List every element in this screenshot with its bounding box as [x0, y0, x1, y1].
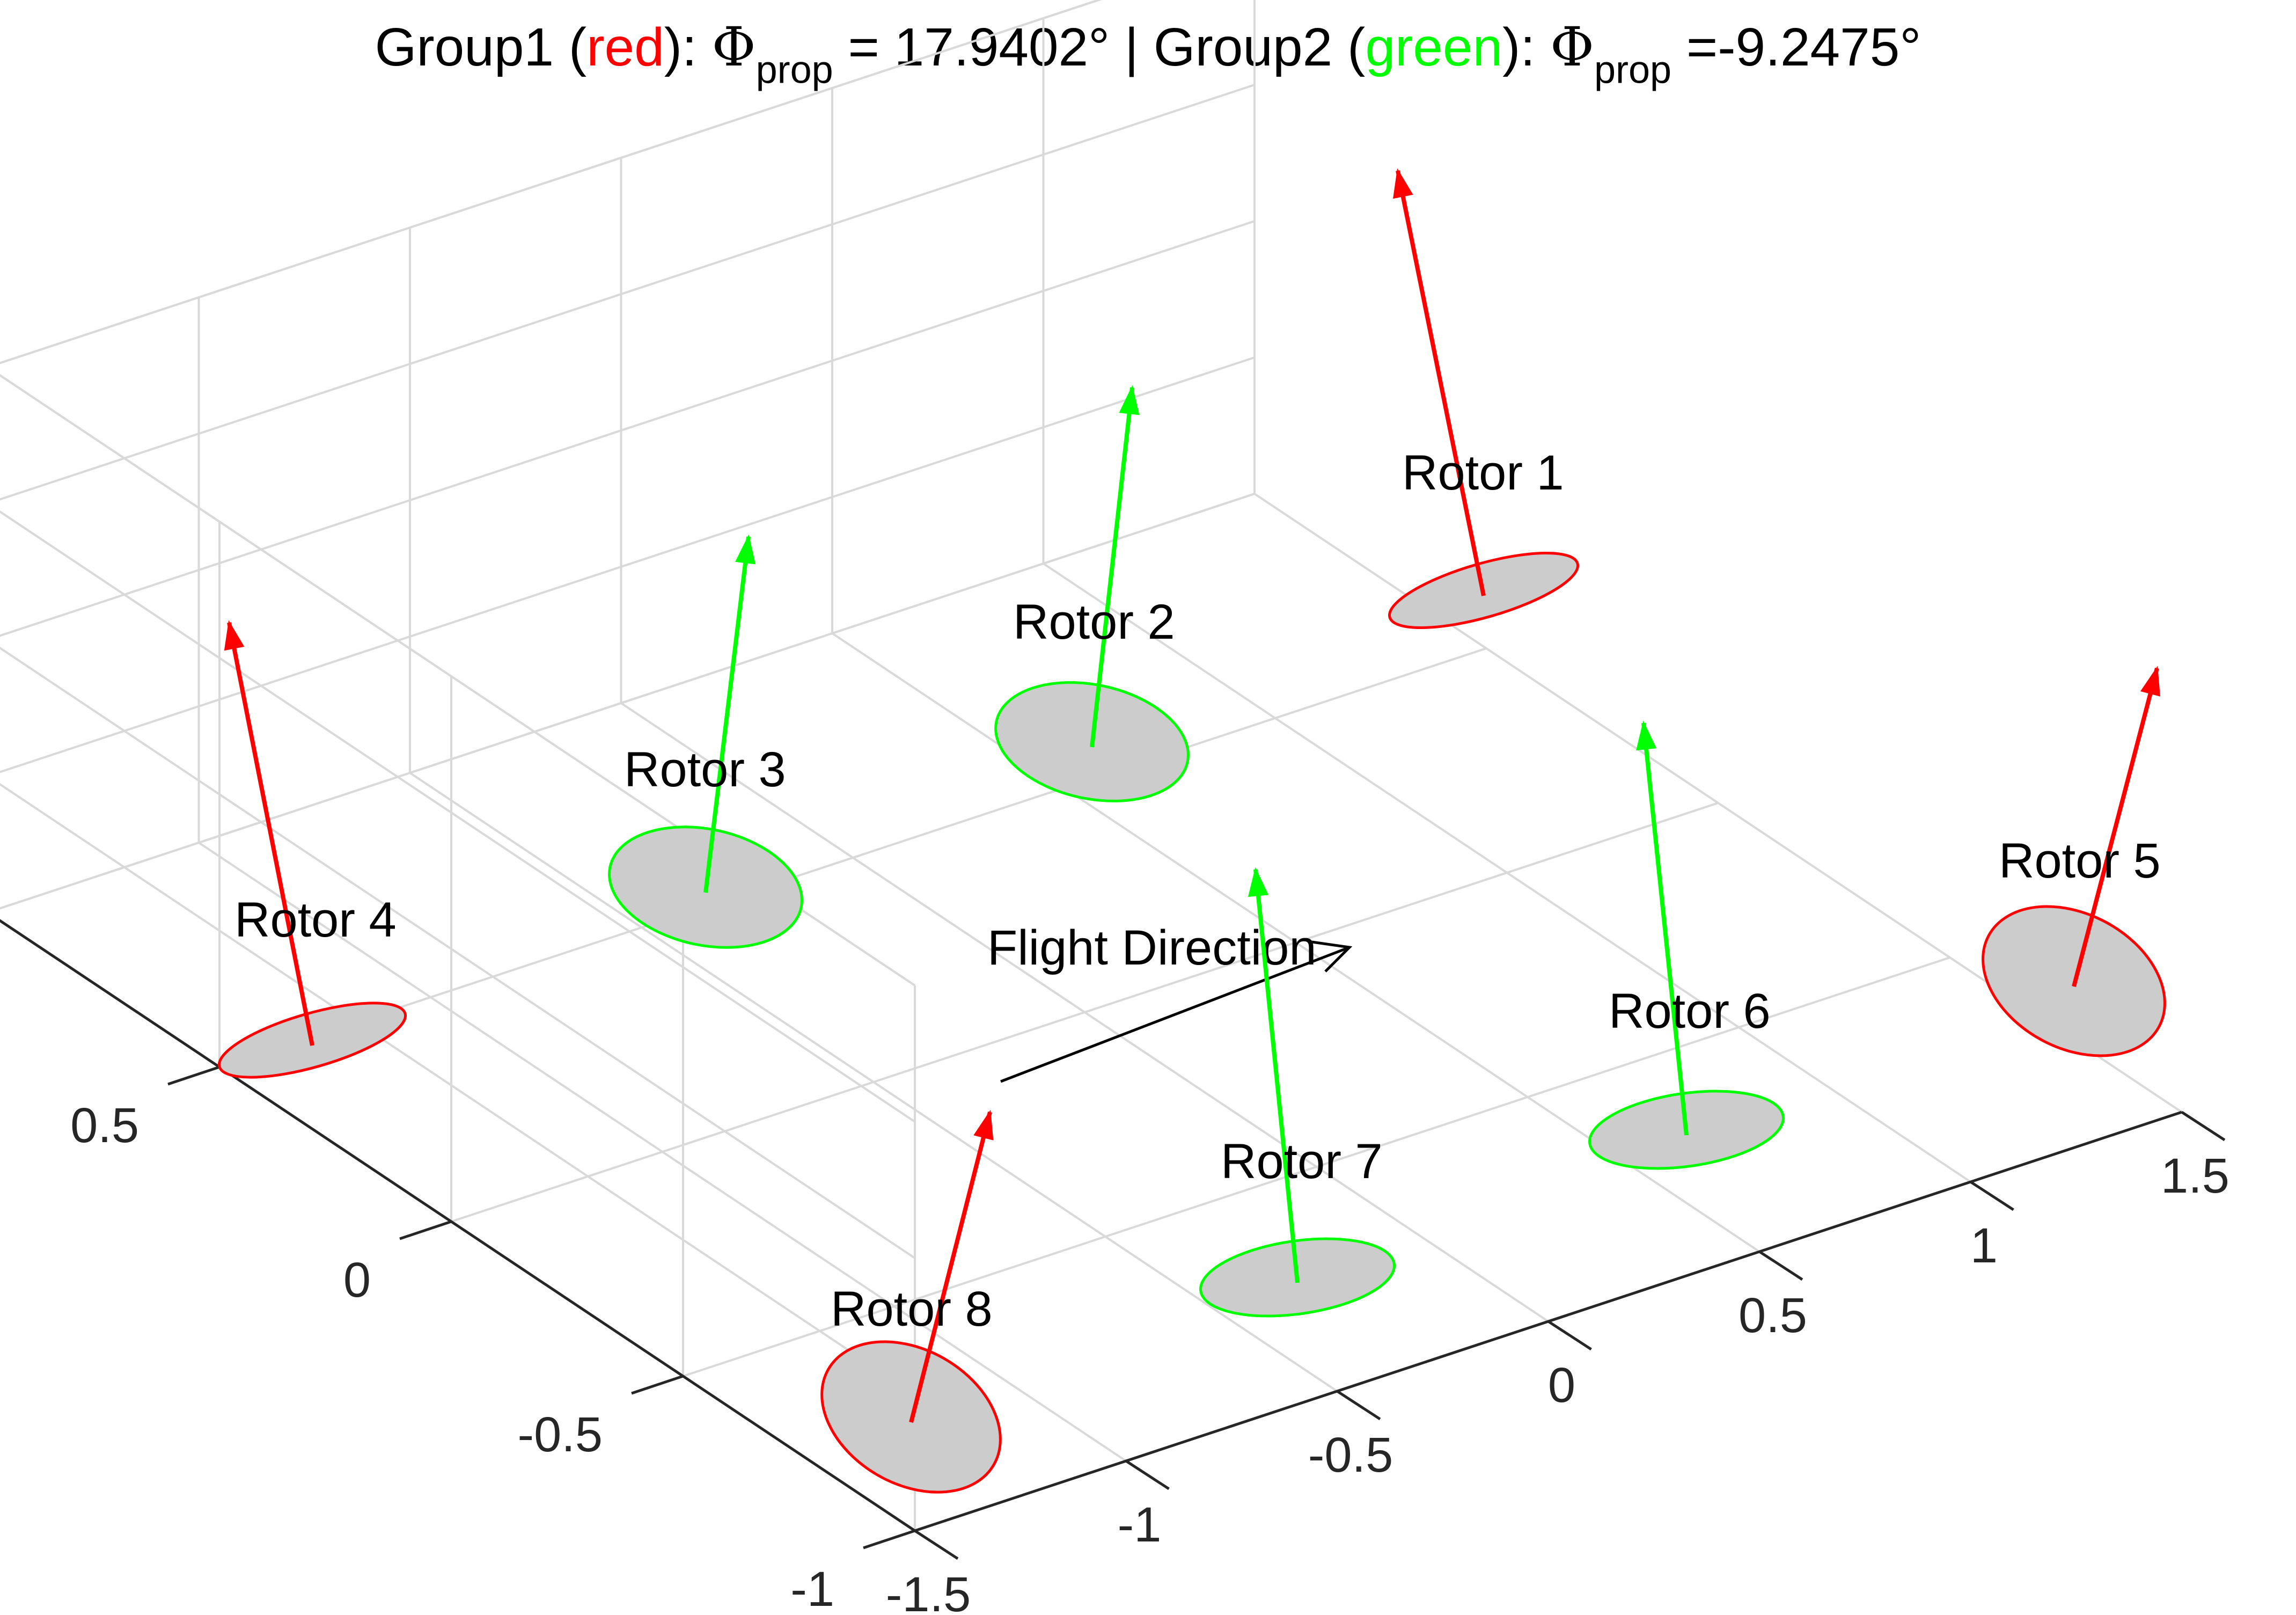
rotor-label: Rotor 3 — [624, 742, 786, 797]
chart-title: Group1 (red): Φprop = 17.9402° | Group2 … — [375, 16, 1921, 92]
thrust-arrowhead — [735, 534, 756, 565]
thrust-arrow — [1396, 170, 1486, 596]
grid-line-back-z — [0, 220, 1255, 637]
thrust-arrow — [1641, 722, 1689, 1136]
y-axis-line — [0, 919, 916, 1532]
x-tick — [914, 1529, 959, 1560]
thrust-arrow — [1090, 387, 1134, 748]
grid-line-floor-y — [451, 802, 1719, 1223]
title-red-word: red — [586, 17, 664, 77]
thrust-arrowhead — [1393, 168, 1413, 199]
rotor-label: Rotor 6 — [1609, 984, 1771, 1039]
rotor-label: Rotor 7 — [1221, 1134, 1383, 1189]
rotor-label: Rotor 2 — [1013, 595, 1175, 649]
grid-line-floor-y — [683, 956, 1950, 1377]
thrust-arrowhead — [1248, 867, 1269, 897]
y-tick — [399, 1220, 452, 1240]
x-tick-label: 0 — [1548, 1358, 1575, 1413]
x-tick-label: -0.5 — [1308, 1428, 1393, 1482]
x-tick-label: 1 — [1970, 1218, 1998, 1273]
rotor-label: Rotor 1 — [1402, 445, 1564, 500]
x-tick — [1336, 1390, 1381, 1421]
grid-line-left-z — [0, 510, 916, 1123]
grid-line-left-z — [0, 646, 916, 1259]
thrust-arrowhead — [1636, 720, 1657, 751]
thrust-arrow — [703, 536, 751, 893]
rotor-3: Rotor 3 — [608, 534, 803, 949]
rotor-7: Rotor 7 — [1199, 867, 1396, 1318]
thrust-arrowhead — [1119, 385, 1140, 415]
y-tick — [631, 1375, 684, 1395]
thrust-arrowhead — [224, 620, 245, 651]
x-tick-label: 0.5 — [1738, 1288, 1807, 1343]
axis-layer: -1.5-1-0.500.511.5-1-0.500.5100.20.40.60… — [0, 919, 2229, 1615]
x-tick-label: -1 — [1118, 1497, 1162, 1552]
x-tick — [2181, 1110, 2226, 1142]
grid-line-back-z — [0, 356, 1255, 773]
y-tick-label: -0.5 — [517, 1407, 603, 1462]
rotor-8: Rotor 8 — [820, 1109, 1002, 1494]
rotor-4: Rotor 4 — [217, 620, 407, 1079]
x-tick — [1547, 1320, 1592, 1351]
rotor-label: Rotor 4 — [234, 893, 397, 947]
rotor-5: Rotor 5 — [1982, 666, 2166, 1057]
rotor-label: Rotor 5 — [1999, 834, 2161, 888]
grid-line-back-z — [0, 493, 1255, 910]
thrust-arrow — [909, 1112, 992, 1423]
y-tick — [167, 1065, 220, 1086]
x-tick — [1758, 1250, 1803, 1281]
rotor-2: Rotor 2 — [994, 385, 1190, 802]
thrust-arrowhead — [2140, 666, 2160, 697]
y-tick-label: 0 — [343, 1253, 371, 1307]
rotor-label: Rotor 8 — [831, 1282, 993, 1336]
rotor-6: Rotor 6 — [1588, 720, 1785, 1170]
thrust-arrow — [1253, 869, 1300, 1283]
x-tick — [1125, 1459, 1170, 1490]
grid-edge — [0, 0, 1102, 364]
y-tick — [863, 1529, 915, 1550]
grid-line-left-z — [0, 783, 916, 1395]
phi-symbol: Φ — [711, 16, 756, 78]
flight-direction-arrow — [1000, 946, 1350, 1083]
x-tick-label: -1.5 — [886, 1567, 971, 1615]
title-green-word: green — [1365, 17, 1503, 77]
grid-line-floor-y — [219, 647, 1487, 1068]
flight-direction-arrowhead — [1311, 940, 1353, 973]
grid-line-back-z — [0, 0, 1102, 364]
rotor-1: Rotor 1 — [1388, 168, 1579, 629]
x-tick-label: 1.5 — [2161, 1149, 2229, 1203]
phi-symbol-2: Φ — [1550, 16, 1594, 78]
x-tick — [1970, 1180, 2014, 1211]
grid-line-back-z — [0, 84, 1255, 501]
thrust-arrow — [2072, 667, 2159, 988]
y-tick-label: -1 — [790, 1562, 834, 1615]
thrust-arrowhead — [973, 1109, 994, 1141]
thrust-arrow — [227, 622, 314, 1046]
y-tick-label: 0.5 — [70, 1098, 139, 1153]
